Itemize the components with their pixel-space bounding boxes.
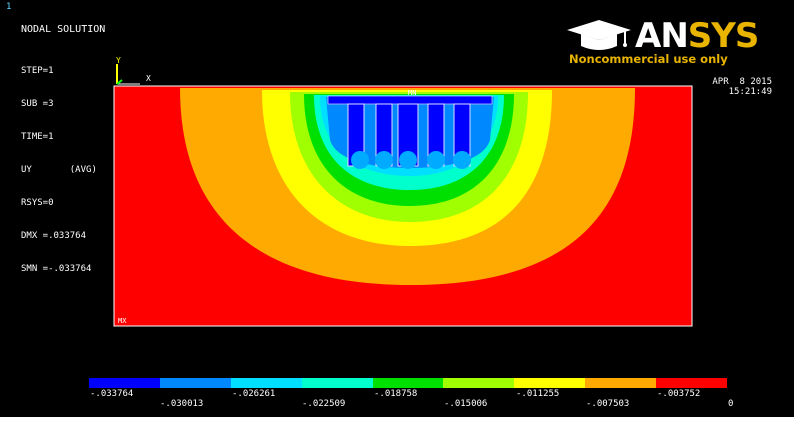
plot-date: APR 8 2015: [712, 77, 772, 87]
info-line: TIME=1: [21, 132, 54, 142]
footing-cap: [327, 95, 493, 105]
logo-subtitle: Noncommercial use only: [569, 52, 728, 66]
plot-frame: [113, 85, 693, 327]
legend-label: -.026261: [232, 389, 276, 399]
contour-legend: [89, 378, 728, 388]
legend-label: -.018758: [374, 389, 418, 399]
info-line: SUB =3: [21, 99, 54, 109]
axis-x-label: X: [146, 74, 151, 83]
legend-label: 0: [728, 399, 734, 409]
legend-swatch: [443, 378, 515, 388]
legend-label: -.011255: [516, 389, 560, 399]
legend-swatch: [89, 378, 160, 388]
logo-wordmark: ANSYS: [635, 16, 759, 56]
graduation-cap-icon: [567, 20, 631, 50]
legend-swatch: [514, 378, 586, 388]
legend-label: -.007503: [586, 399, 630, 409]
plot-title: NODAL SOLUTION: [21, 24, 106, 35]
legend-swatch: [159, 378, 231, 388]
min-marker: MN: [408, 89, 417, 97]
legend-label: -.030013: [160, 399, 204, 409]
info-line: SMN =-.033764: [21, 264, 92, 274]
coordinate-triad: [116, 64, 140, 85]
max-marker: MX: [118, 317, 127, 325]
legend-swatch: [301, 378, 373, 388]
pile-tip-bulbs: [351, 151, 471, 169]
legend-label: -.022509: [302, 399, 346, 409]
window-number: 1: [6, 2, 12, 12]
legend-swatch: [230, 378, 302, 388]
legend-swatch: [372, 378, 444, 388]
info-line: UY (AVG): [21, 165, 97, 175]
info-line: STEP=1: [21, 66, 54, 76]
ansys-logo: ANSYS Noncommercial use only: [565, 16, 793, 68]
plot-time: 15:21:49: [728, 87, 772, 97]
legend-swatch: [585, 378, 657, 388]
info-line: DMX =.033764: [21, 231, 87, 241]
legend-swatch: [656, 378, 728, 388]
info-line: RSYS=0: [21, 198, 54, 208]
axis-y-label: Y: [116, 56, 121, 65]
legend-label: -.033764: [90, 389, 134, 399]
legend-label: -.015006: [444, 399, 488, 409]
solution-info: STEP=1 SUB =3 TIME=1 UY (AVG) RSYS=0 DMX…: [21, 44, 97, 297]
legend-label: -.003752: [657, 389, 701, 399]
